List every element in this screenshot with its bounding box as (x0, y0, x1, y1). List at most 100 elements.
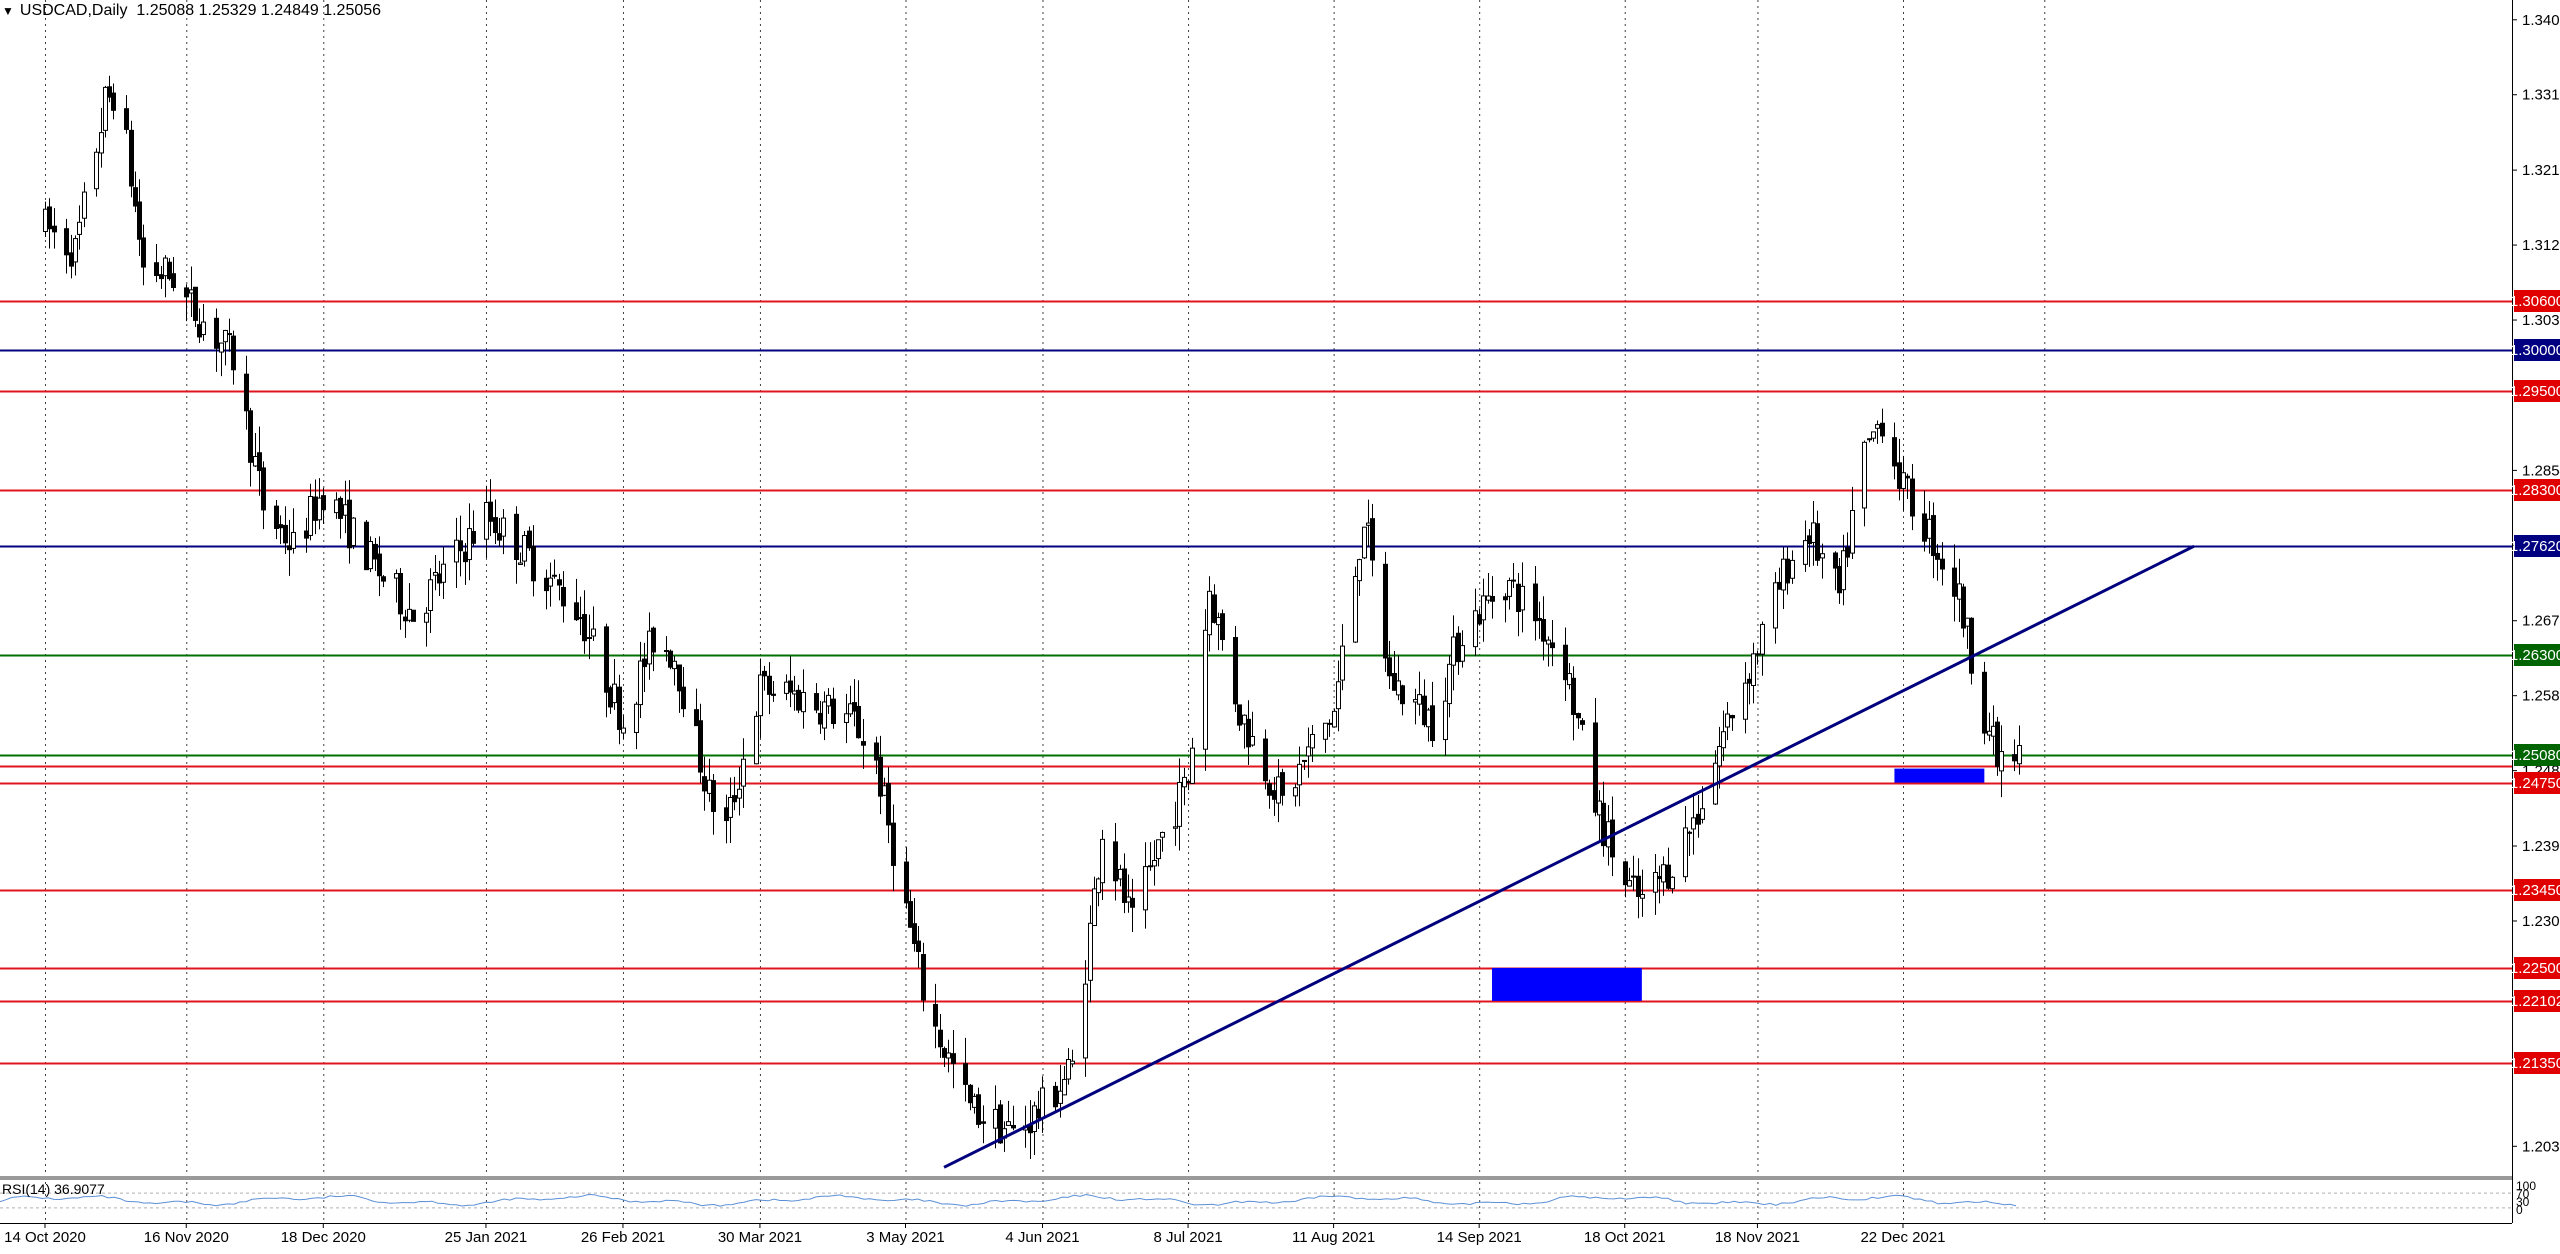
candle-bull (707, 779, 712, 794)
candle-bull (1032, 1105, 1037, 1133)
candle-bull (784, 681, 789, 694)
y-tick-label: 1.30365 (2522, 312, 2560, 329)
candle-bear (1503, 596, 1508, 601)
candle-bear (1550, 642, 1555, 649)
candle-bear (1696, 813, 1701, 825)
candle-bear (908, 901, 913, 928)
candle-bull (1276, 776, 1281, 804)
candle-bear (942, 1048, 947, 1058)
candle-bull (1040, 1087, 1045, 1119)
candle-bull (672, 660, 677, 670)
y-tick-label: 1.25805 (2522, 688, 2560, 705)
candle-bull (1999, 751, 2004, 772)
ohlc-spacer (127, 2, 136, 20)
candle-bull (1396, 680, 1401, 696)
price-badge-label: 1.25080 (2510, 747, 2560, 764)
candle-bull (1156, 839, 1161, 860)
candle-bull (467, 528, 472, 561)
x-tick-label: 4 Jun 2021 (1005, 1229, 1079, 1246)
candle-bear (514, 513, 519, 561)
price-badge-label: 1.27620 (2510, 538, 2560, 555)
candle-bear (227, 333, 232, 336)
candle-bear (998, 1104, 1003, 1144)
candle-bull (1957, 583, 1962, 600)
candle-bear (1657, 875, 1662, 880)
price-badge (2514, 772, 2560, 794)
zone-rect[interactable] (1894, 768, 1985, 783)
candle-bear (1666, 864, 1671, 889)
candle-bear (1122, 868, 1127, 903)
candle-bull (1323, 722, 1328, 740)
rsi-scale-label: 30 (2516, 1195, 2530, 1209)
candle-bull (1148, 865, 1153, 868)
candle-bull (1597, 800, 1602, 816)
candle-bear (463, 551, 468, 563)
candle-bear (904, 861, 909, 904)
candle-bear (1571, 677, 1576, 715)
candle-bear (1833, 552, 1838, 569)
candle-bull (1901, 472, 1906, 489)
candle-bear (921, 954, 926, 1001)
candle-bear (831, 698, 836, 725)
zone-rect[interactable] (1492, 967, 1642, 1001)
candle-bear (1892, 437, 1897, 467)
candle-bear (582, 614, 587, 642)
candle-bull (43, 208, 48, 232)
candle-bull (1760, 623, 1765, 655)
candle-bear (1490, 595, 1495, 602)
candle-bear (338, 497, 343, 519)
candle-bear (771, 693, 776, 696)
candle-bear (1580, 720, 1585, 725)
price-badge-label: 1.30600 (2510, 293, 2560, 310)
symbol-label: USDCAD,Daily (19, 2, 128, 19)
candle-bear (167, 261, 172, 280)
candle-bear (1922, 513, 1927, 542)
candle-bull (1190, 747, 1195, 784)
candle-bear (608, 687, 613, 708)
candle-bear (1537, 617, 1542, 621)
candle-bull (317, 497, 322, 521)
candle-bear (231, 335, 236, 371)
candle-bull (1486, 595, 1491, 601)
candle-bull (428, 579, 433, 612)
x-tick-label: 8 Jul 2021 (1153, 1229, 1222, 1246)
y-tick-label: 1.34010 (2522, 12, 2560, 29)
candle-bear (1837, 565, 1842, 594)
price-badge-label: 1.22500 (2510, 960, 2560, 977)
pane-separator[interactable] (0, 1176, 2512, 1180)
candle-bear (762, 670, 767, 677)
candle-bull (219, 342, 224, 353)
candle-bear (1995, 721, 2000, 767)
candle-bull (1743, 682, 1748, 720)
candle-bear (1897, 462, 1902, 489)
candle-bull (1353, 576, 1358, 643)
candle-bull (77, 221, 82, 235)
x-tick-label: 26 Feb 2021 (581, 1229, 665, 1246)
candle-bull (1066, 1059, 1071, 1080)
candle-bull (826, 694, 831, 707)
candle-bull (501, 517, 506, 537)
candle-bear (488, 501, 493, 522)
x-tick-label: 30 Mar 2021 (718, 1229, 802, 1246)
candle-bear (561, 586, 566, 607)
price-badge (2514, 290, 2560, 312)
collapse-triangle-icon[interactable]: ▼ (2, 4, 14, 18)
candle-bear (111, 92, 116, 111)
zones (1492, 768, 1985, 1001)
candle-bull (1927, 518, 1932, 539)
candle-bear (347, 499, 352, 549)
candle-bull (946, 1052, 951, 1059)
candle-bear (1730, 715, 1735, 719)
candle-bull (1811, 522, 1816, 543)
candle-bear (694, 709, 699, 727)
candle-bear (1233, 637, 1238, 705)
candle-bull (1062, 1078, 1067, 1096)
candle-bull (1875, 424, 1880, 429)
candle-bear (403, 616, 408, 622)
trendline[interactable] (943, 544, 2195, 1169)
y-tick-label: 1.20335 (2522, 1138, 2560, 1155)
candle-bear (1113, 841, 1118, 882)
candle-bear (702, 776, 707, 792)
